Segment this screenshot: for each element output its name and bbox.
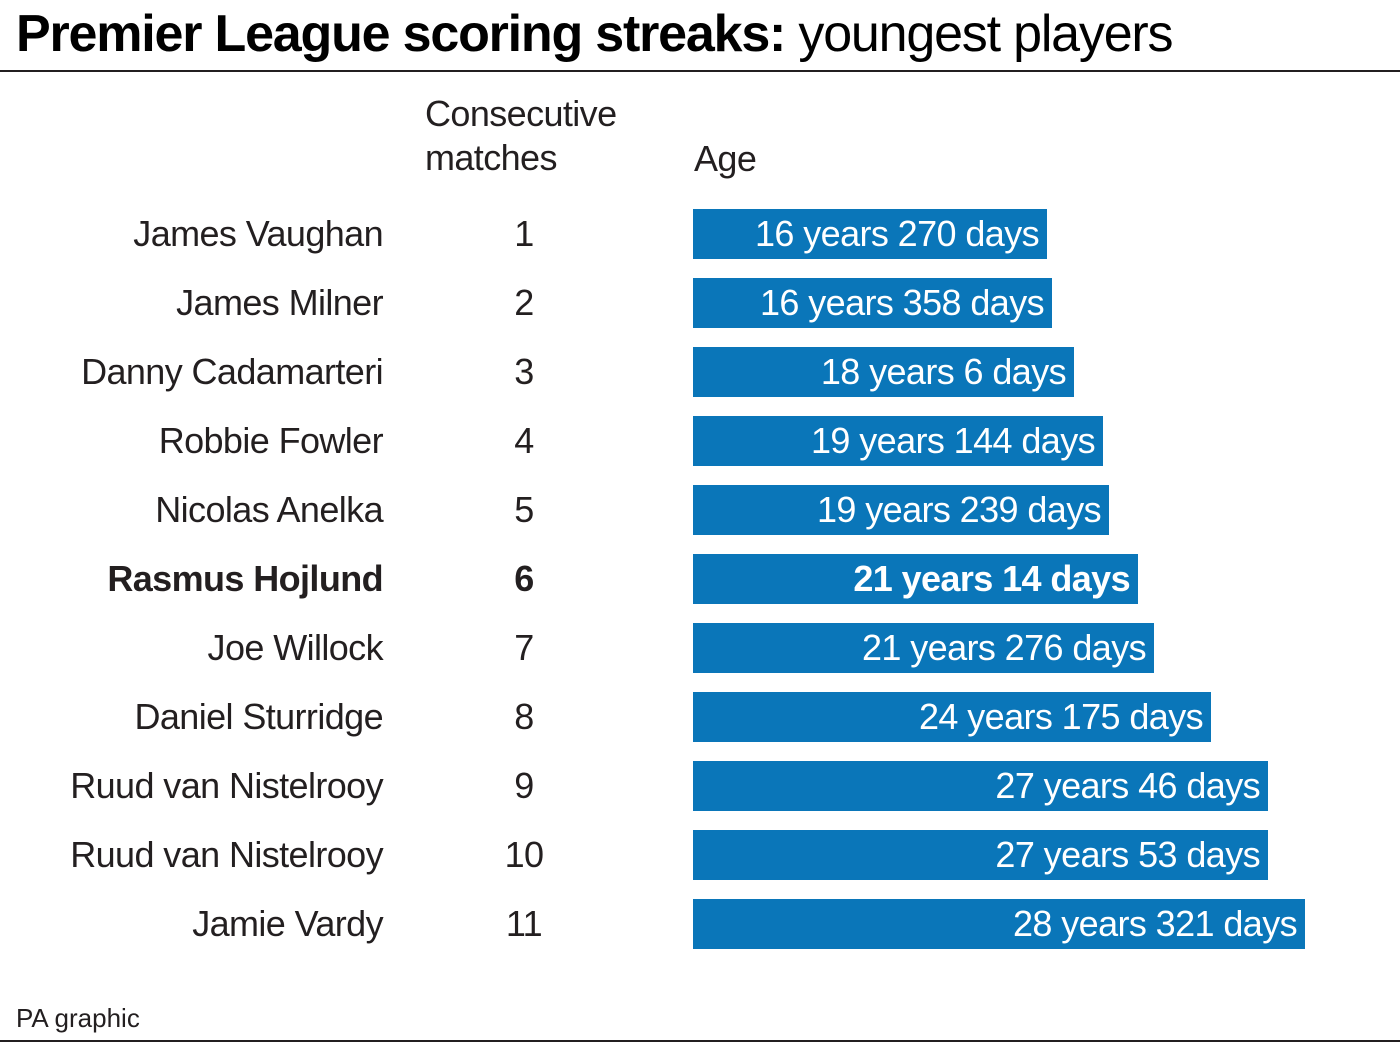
age-bar: 18 years 6 days xyxy=(693,347,1074,397)
matches-column-header: Consecutive matches xyxy=(425,93,617,178)
player-name: Nicolas Anelka xyxy=(155,489,383,530)
chart-row: Ruud van Nistelrooy 10 27 years 53 days xyxy=(0,830,1400,880)
age-label: 19 years 239 days xyxy=(817,489,1102,530)
age-label: 27 years 53 days xyxy=(995,834,1260,875)
consecutive-matches-value: 10 xyxy=(504,834,544,875)
chart-title-light: youngest players xyxy=(785,5,1173,63)
consecutive-matches-value: 8 xyxy=(514,696,534,737)
player-name: Danny Cadamarteri xyxy=(81,351,384,392)
age-bar: 19 years 239 days xyxy=(693,485,1109,535)
age-label: 16 years 358 days xyxy=(760,282,1045,323)
chart-row: Rasmus Hojlund 6 21 years 14 days xyxy=(0,554,1400,604)
chart-row: James Milner 2 16 years 358 days xyxy=(0,278,1400,328)
bottom-rule xyxy=(0,1040,1400,1042)
player-name: Ruud van Nistelrooy xyxy=(70,765,383,806)
chart-row: Ruud van Nistelrooy 9 27 years 46 days xyxy=(0,761,1400,811)
chart-row: James Vaughan 1 16 years 270 days xyxy=(0,209,1400,259)
age-label: 18 years 6 days xyxy=(820,351,1067,392)
chart-row: Danny Cadamarteri 3 18 years 6 days xyxy=(0,347,1400,397)
consecutive-matches-value: 5 xyxy=(514,489,534,530)
age-bar: 19 years 144 days xyxy=(693,416,1103,466)
player-name: Jamie Vardy xyxy=(192,903,383,944)
player-name: James Vaughan xyxy=(133,213,383,254)
chart-row: Jamie Vardy 11 28 years 321 days xyxy=(0,899,1400,949)
age-bar: 28 years 321 days xyxy=(693,899,1305,949)
consecutive-matches-value: 3 xyxy=(514,351,534,392)
age-bar: 27 years 53 days xyxy=(693,830,1268,880)
consecutive-matches-value: 6 xyxy=(514,558,534,599)
age-column-header: Age xyxy=(694,138,757,179)
consecutive-matches-value: 4 xyxy=(514,420,534,461)
player-name: Rasmus Hojlund xyxy=(107,558,383,599)
chart-row: Joe Willock 7 21 years 276 days xyxy=(0,623,1400,673)
chart-row: Robbie Fowler 4 19 years 144 days xyxy=(0,416,1400,466)
chart-row: Nicolas Anelka 5 19 years 239 days xyxy=(0,485,1400,535)
consecutive-matches-value: 2 xyxy=(514,282,534,323)
age-bar: 16 years 270 days xyxy=(693,209,1047,259)
age-bar: 27 years 46 days xyxy=(693,761,1268,811)
age-label: 21 years 276 days xyxy=(862,627,1147,668)
player-name: James Milner xyxy=(176,282,383,323)
player-name: Joe Willock xyxy=(207,627,384,668)
consecutive-matches-value: 9 xyxy=(514,765,534,806)
age-bar: 21 years 14 days xyxy=(693,554,1138,604)
age-label: 24 years 175 days xyxy=(919,696,1204,737)
consecutive-matches-value: 7 xyxy=(514,627,534,668)
chart-title: Premier League scoring streaks: youngest… xyxy=(16,2,1174,66)
age-label: 16 years 270 days xyxy=(755,213,1040,254)
age-label: 28 years 321 days xyxy=(1013,903,1298,944)
age-label: 21 years 14 days xyxy=(853,558,1130,599)
top-rule xyxy=(0,70,1400,72)
age-label: 27 years 46 days xyxy=(995,765,1260,806)
age-bar: 24 years 175 days xyxy=(693,692,1211,742)
chart-row: Daniel Sturridge 8 24 years 175 days xyxy=(0,692,1400,742)
source-credit: PA graphic xyxy=(16,1003,140,1033)
consecutive-matches-value: 11 xyxy=(505,903,543,944)
player-name: Ruud van Nistelrooy xyxy=(70,834,383,875)
player-name: Robbie Fowler xyxy=(158,420,384,461)
age-label: 19 years 144 days xyxy=(811,420,1096,461)
consecutive-matches-value: 1 xyxy=(514,213,534,254)
player-name: Daniel Sturridge xyxy=(134,696,383,737)
age-bar: 16 years 358 days xyxy=(693,278,1052,328)
chart-title-bold: Premier League scoring streaks: xyxy=(16,5,786,63)
age-bar: 21 years 276 days xyxy=(693,623,1154,673)
